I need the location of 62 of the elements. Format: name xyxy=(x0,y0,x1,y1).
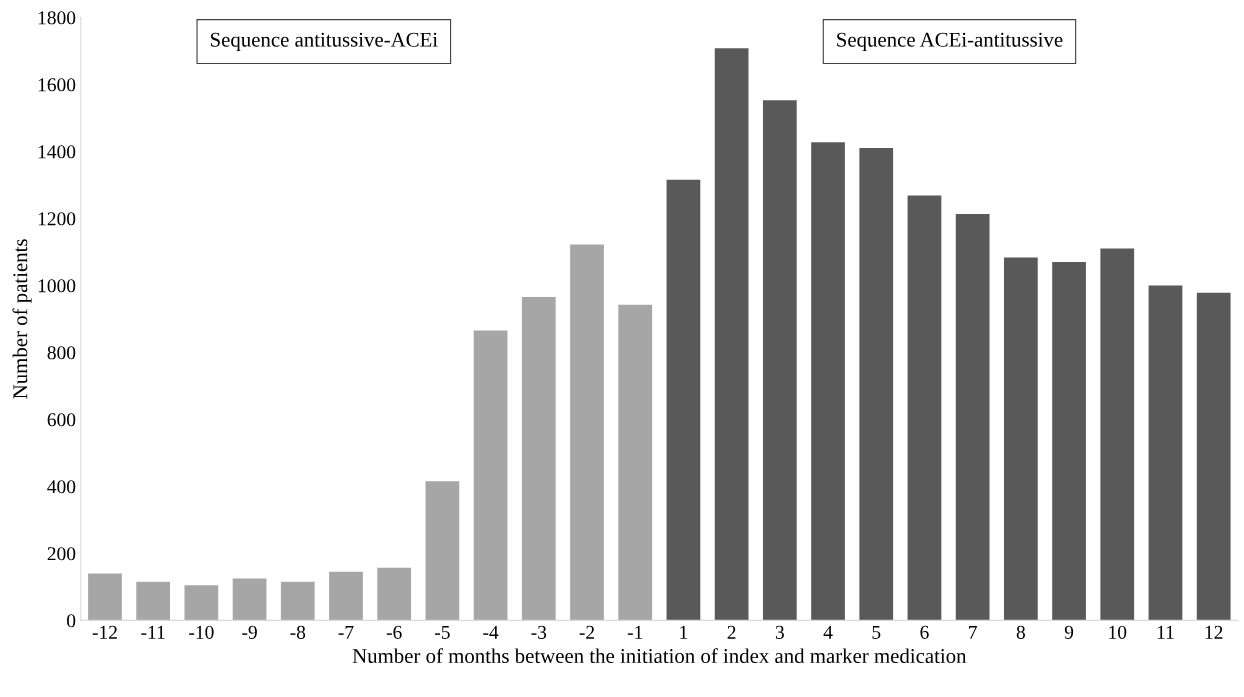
x-tick-label: 3 xyxy=(775,625,784,639)
x-tick-label: 1 xyxy=(680,625,688,639)
y-tick-label: 1200 xyxy=(38,212,76,226)
x-tick-label: 12 xyxy=(1205,625,1223,639)
y-tick-label: 200 xyxy=(47,547,76,561)
x-tick-label: -8 xyxy=(290,625,306,639)
bar xyxy=(859,148,894,621)
bar xyxy=(618,304,653,621)
bar xyxy=(136,581,171,621)
annotation: Sequence ACEi-antitussive xyxy=(837,32,1063,51)
bar xyxy=(88,573,122,621)
bar xyxy=(714,48,749,621)
bar xyxy=(955,214,990,621)
x-tick-label: 11 xyxy=(1157,625,1174,639)
x-tick-label: 8 xyxy=(1016,625,1025,639)
y-tick-label: 600 xyxy=(47,413,76,427)
y-tick-label: 800 xyxy=(47,346,76,360)
bar xyxy=(280,581,315,621)
bar xyxy=(1052,261,1086,621)
x-tick-label: -2 xyxy=(579,625,595,639)
x-tick-label: -5 xyxy=(435,625,450,639)
annotation: Sequence antitussive-ACEi xyxy=(210,32,438,51)
x-tick-label: -1 xyxy=(627,625,643,639)
bar xyxy=(1003,257,1038,621)
y-tick-label: 400 xyxy=(47,480,76,494)
bar xyxy=(329,571,363,621)
bar xyxy=(811,142,845,621)
bar xyxy=(666,179,701,621)
x-tick-label: 6 xyxy=(920,625,929,639)
x-tick-label: -3 xyxy=(531,625,547,639)
x-tick-label: -7 xyxy=(338,625,354,639)
bar xyxy=(570,244,604,621)
y-tick-label: 1000 xyxy=(38,279,76,293)
x-tick-label: 10 xyxy=(1109,625,1127,639)
x-tick-label: 4 xyxy=(823,625,833,639)
y-tick-label: 1600 xyxy=(38,78,76,92)
y-tick-label: 1400 xyxy=(38,145,76,159)
bar xyxy=(425,481,460,621)
bar xyxy=(1148,285,1183,621)
x-tick-label: 7 xyxy=(969,625,977,639)
bar xyxy=(377,567,412,621)
x-tick-label: 9 xyxy=(1064,625,1074,639)
y-tick-label: 1800 xyxy=(38,11,76,25)
bar xyxy=(762,100,797,621)
y-tick-label: 0 xyxy=(67,614,76,628)
x-tick-label: -9 xyxy=(242,625,257,639)
x-tick-label: 2 xyxy=(727,625,736,639)
x-tick-label: -11 xyxy=(141,625,165,639)
bar xyxy=(232,578,267,621)
x-axis-title: Number of months between the initiation of index and marker medication xyxy=(352,648,967,664)
bar xyxy=(184,585,219,621)
x-tick-label: -10 xyxy=(189,625,214,639)
x-tick-label: -12 xyxy=(92,625,117,639)
bar xyxy=(907,195,942,621)
bar xyxy=(1100,248,1135,621)
y-axis-title: Number of patients xyxy=(12,239,32,399)
bar xyxy=(521,297,556,621)
bar xyxy=(473,330,508,621)
x-tick-label: 5 xyxy=(872,625,881,639)
x-tick-label: -6 xyxy=(386,625,402,639)
x-tick-label: -4 xyxy=(483,625,499,639)
bar xyxy=(1196,292,1231,621)
